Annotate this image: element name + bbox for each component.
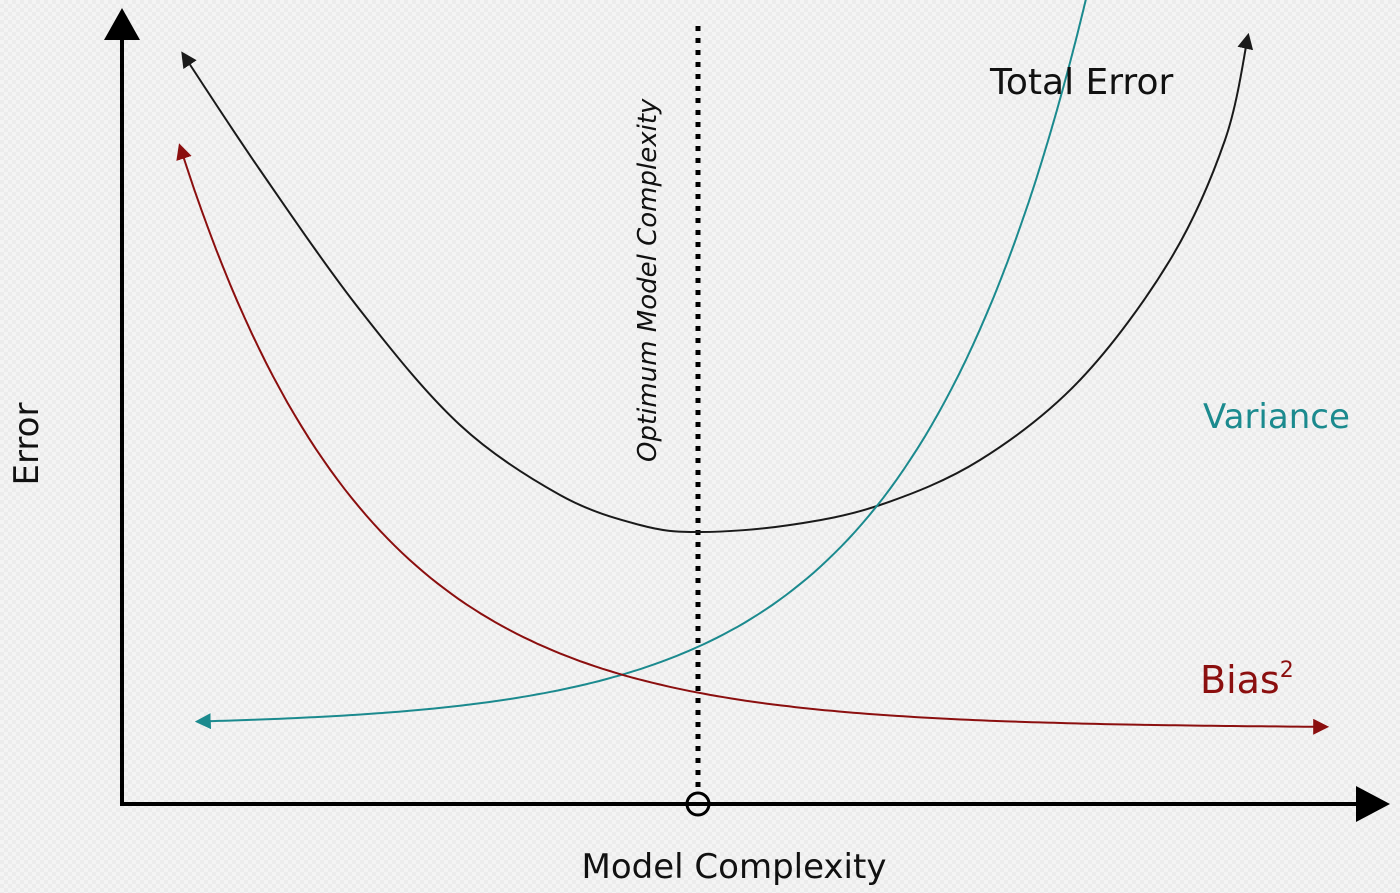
series-line-variance [194,0,1313,730]
bias-label-superscript: 2 [1280,658,1294,683]
x-axis-arrowhead [1356,786,1390,822]
y-axis-label: Error [7,403,47,486]
series-label-bias-squared: Bias2 [1200,658,1294,702]
bias-label-base: Bias [1200,658,1280,702]
axes [104,8,1390,822]
series-label-variance: Variance [1203,397,1350,437]
optimum-annotation: Optimum Model Complexity [633,98,663,462]
series-label-total-error: Total Error [989,62,1173,103]
optimum-marker-circle [685,791,711,817]
series-line-total-error [181,32,1254,534]
y-axis-arrowhead [104,8,140,40]
x-axis-label: Model Complexity [582,847,887,887]
series-line-bias-squared [176,143,1330,735]
